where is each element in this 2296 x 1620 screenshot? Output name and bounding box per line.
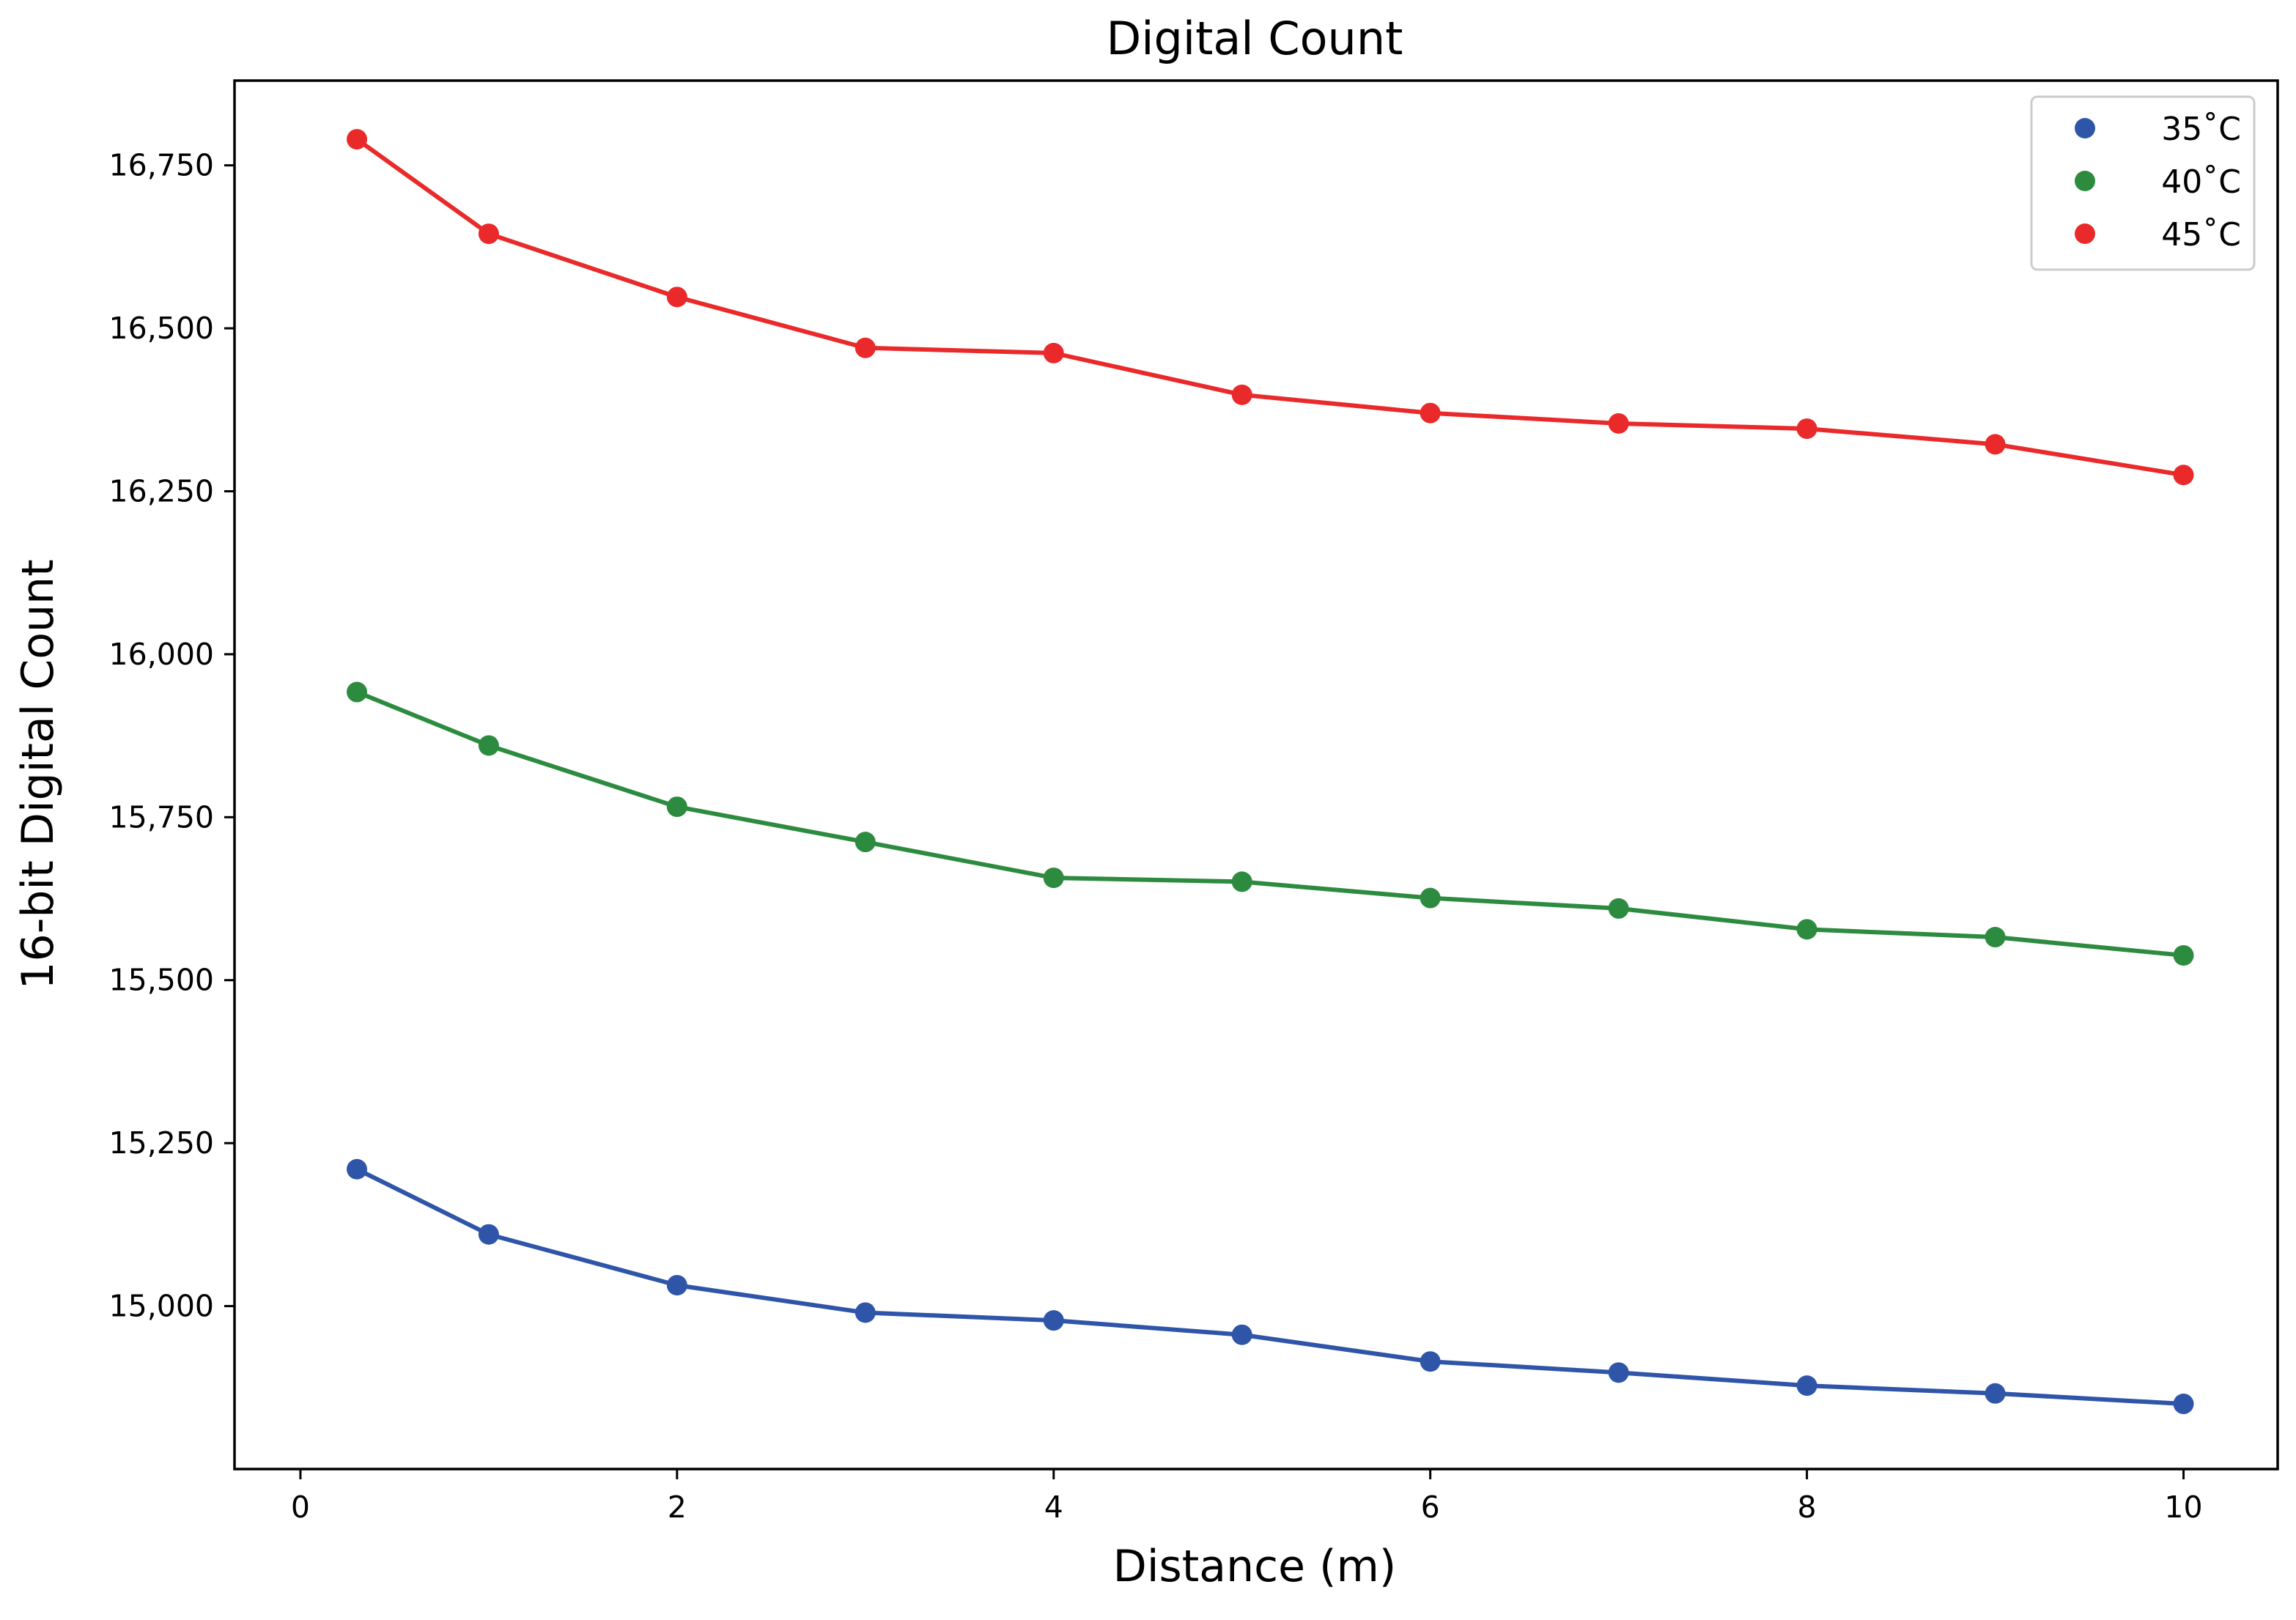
data-point — [1420, 1351, 1441, 1372]
data-point — [1231, 384, 1252, 405]
y-tick-label: 16,500 — [109, 311, 214, 346]
data-point — [2173, 465, 2194, 486]
data-point — [666, 286, 687, 308]
data-point — [1043, 342, 1064, 363]
y-tick-label: 15,750 — [109, 799, 214, 835]
data-point — [1608, 898, 1629, 919]
series-1 — [347, 1158, 2194, 1415]
data-point — [1231, 1324, 1252, 1345]
data-point — [1985, 434, 2006, 455]
series-layer — [347, 129, 2194, 1415]
data-point — [1796, 919, 1817, 940]
data-point — [1043, 1310, 1064, 1331]
x-tick-label: 6 — [1421, 1490, 1440, 1525]
y-tick-label: 15,250 — [109, 1125, 214, 1161]
data-point — [1608, 1362, 1629, 1383]
x-tick-label: 2 — [668, 1490, 687, 1525]
data-point — [2173, 1394, 2194, 1415]
y-axis-ticks: 15,000 15,250 15,500 15,750 16,000 16,250 16,5… — [109, 148, 235, 1324]
x-axis-label: Distance (m) — [1113, 1541, 1397, 1592]
x-tick-label: 4 — [1044, 1490, 1063, 1525]
data-point — [1420, 887, 1441, 909]
data-point — [1796, 418, 1817, 440]
x-tick-label: 0 — [291, 1490, 310, 1525]
data-point — [2173, 944, 2194, 966]
data-point — [1043, 868, 1064, 889]
data-point — [478, 735, 499, 756]
legend-marker — [2075, 223, 2095, 244]
data-point — [478, 1224, 499, 1245]
data-point — [854, 337, 876, 358]
plot-frame — [233, 79, 2279, 1471]
x-axis-ticks: 0 2 4 6 8 10 — [291, 1469, 2203, 1525]
series-line — [355, 137, 2186, 478]
chart-title: Digital Count — [1107, 12, 1403, 65]
data-point — [666, 1275, 687, 1296]
x-tick-label: 10 — [2164, 1490, 2202, 1525]
y-tick-label: 15,000 — [109, 1289, 214, 1324]
legend-label: 45˚C — [2161, 216, 2241, 254]
legend: 35˚C 40˚C 45˚C — [2030, 95, 2256, 271]
data-point — [347, 1158, 368, 1180]
data-point — [666, 796, 687, 818]
data-point — [1420, 402, 1441, 424]
series-2 — [347, 681, 2194, 966]
data-point — [1608, 413, 1629, 434]
legend-label: 40˚C — [2161, 163, 2241, 201]
data-point — [478, 223, 499, 245]
y-tick-label: 15,500 — [109, 963, 214, 998]
series-line — [355, 689, 2186, 958]
y-tick-label: 16,750 — [109, 148, 214, 183]
series-line — [355, 1166, 2186, 1407]
data-point — [854, 1302, 876, 1323]
x-tick-label: 8 — [1798, 1490, 1817, 1525]
data-point — [1231, 871, 1252, 892]
series-3 — [347, 129, 2194, 486]
data-point — [347, 129, 368, 150]
data-point — [1985, 927, 2006, 948]
y-tick-label: 16,250 — [109, 473, 214, 508]
data-point — [1796, 1375, 1817, 1397]
y-axis-label: 16-bit Digital Count — [12, 559, 64, 989]
data-point — [854, 832, 876, 853]
y-tick-label: 16,000 — [109, 637, 214, 672]
legend-label: 35˚C — [2161, 111, 2241, 148]
legend-marker — [2075, 171, 2095, 191]
plot-area — [233, 79, 2279, 1471]
data-point — [1985, 1383, 2006, 1404]
legend-marker — [2075, 118, 2095, 138]
data-point — [347, 681, 368, 703]
